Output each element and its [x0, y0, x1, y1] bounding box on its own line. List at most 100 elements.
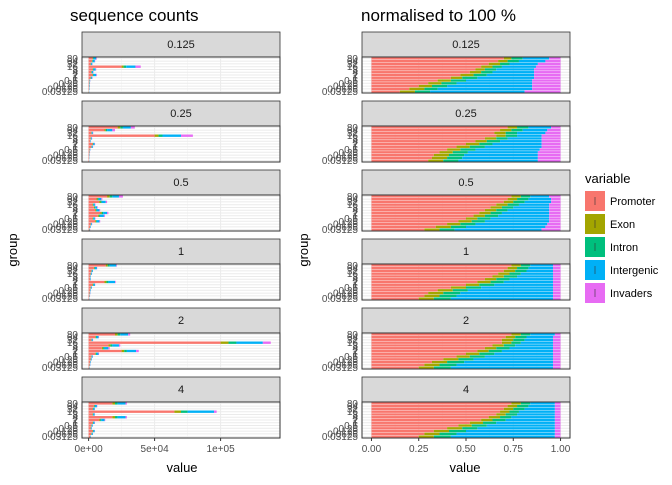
right-bar-1-0-2 [517, 126, 528, 128]
left-bar-1-4-0 [89, 137, 91, 139]
right-bar-0-1-4 [545, 60, 560, 62]
right-bar-2-1-2 [517, 198, 528, 200]
left-bar-5-6-2 [100, 419, 101, 421]
right-y-tick-label: 0.03125 [322, 432, 359, 443]
left-bar-0-3-4 [135, 66, 140, 68]
right-bar-3-0-4 [553, 264, 561, 266]
right-bar-1-3-2 [506, 135, 517, 137]
right-bar-4-4-1 [492, 344, 503, 346]
right-bar-4-9-4 [553, 358, 561, 360]
right-bar-3-0-0 [371, 264, 511, 266]
right-bar-3-4-3 [517, 275, 553, 277]
right-bar-0-4-2 [485, 68, 496, 70]
right-bar-2-6-0 [371, 212, 479, 214]
left-y-tick-label: 0.03125 [42, 156, 79, 167]
right-bar-5-7-4 [555, 422, 561, 424]
left-bar-0-0-0 [89, 57, 93, 59]
left-bar-2-0-2 [110, 195, 113, 197]
right-bar-2-0-4 [549, 195, 560, 197]
right-bar-5-12-1 [419, 435, 434, 437]
left-bar-3-1-2 [94, 267, 95, 269]
left-bar-0-2-0 [89, 63, 91, 65]
right-bar-4-0-1 [511, 333, 520, 335]
left-bar-0-1-3 [93, 60, 95, 62]
left-bar-4-0-1 [115, 333, 118, 335]
right-bar-4-4-4 [553, 344, 561, 346]
right-bar-2-1-4 [551, 198, 560, 200]
right-bar-0-9-2 [441, 82, 456, 84]
left-bar-2-10-3 [91, 223, 92, 225]
right-bar-1-12-0 [371, 159, 428, 161]
left-bar-1-8-0 [89, 148, 90, 150]
right-bar-3-5-1 [485, 278, 496, 280]
left-bar-1-6-3 [93, 143, 94, 145]
left-bar-2-6-0 [89, 212, 101, 214]
left-bar-4-5-2 [103, 347, 104, 349]
right-bar-1-3-1 [496, 135, 505, 137]
right-bar-5-12-3 [451, 435, 555, 437]
left-bar-5-7-0 [89, 422, 93, 424]
right-bar-2-3-1 [496, 204, 507, 206]
right-bar-4-2-2 [513, 339, 524, 341]
left-bar-5-0-2 [115, 402, 118, 404]
left-bar-3-7-0 [89, 284, 93, 286]
left-bar-5-0-3 [118, 402, 126, 404]
right-bar-1-3-3 [517, 135, 542, 137]
right-bar-0-10-0 [371, 85, 418, 87]
right-bar-1-12-2 [443, 159, 458, 161]
left-bar-3-0-0 [89, 264, 106, 266]
right-bar-3-11-1 [424, 295, 439, 297]
left-bar-4-8-0 [89, 355, 92, 357]
left-bar-2-4-1 [94, 206, 95, 208]
left-bar-4-7-1 [95, 353, 96, 355]
right-bar-1-8-3 [475, 148, 539, 150]
right-bar-4-2-3 [525, 339, 553, 341]
right-bar-1-6-0 [371, 143, 466, 145]
right-bar-3-0-1 [511, 264, 520, 266]
right-bar-4-7-2 [479, 353, 494, 355]
left-strip-label-4: 2 [178, 315, 184, 327]
right-bar-0-1-1 [498, 60, 507, 62]
right-bar-5-3-3 [519, 411, 555, 413]
left-plot-title: sequence counts [70, 6, 199, 25]
right-bar-4-9-0 [371, 358, 443, 360]
left-bar-2-0-3 [112, 195, 119, 197]
right-bar-5-4-1 [496, 413, 505, 415]
right-bar-0-5-3 [492, 71, 534, 73]
left-bar-3-6-3 [108, 281, 115, 283]
right-bar-5-0-4 [555, 402, 561, 404]
left-bar-2-4-0 [89, 206, 94, 208]
right-bar-3-5-3 [509, 278, 552, 280]
right-bar-3-5-2 [496, 278, 509, 280]
left-bar-5-11-0 [89, 433, 92, 435]
right-y-tick-label: 0.03125 [322, 156, 359, 167]
right-bar-1-2-2 [506, 132, 517, 134]
left-bar-1-2-3 [92, 132, 93, 134]
right-bar-2-11-3 [466, 226, 545, 228]
right-bar-3-7-2 [479, 284, 494, 286]
right-bar-5-7-1 [470, 422, 483, 424]
left-bar-2-0-1 [107, 195, 110, 197]
right-bar-2-10-0 [371, 223, 447, 225]
left-bar-4-10-0 [89, 361, 90, 363]
left-bar-1-3-2 [159, 135, 163, 137]
right-bar-2-5-1 [485, 209, 496, 211]
left-bar-1-0-3 [123, 126, 131, 128]
left-bar-2-7-3 [100, 215, 104, 217]
left-bar-4-6-0 [89, 350, 122, 352]
right-bar-4-3-0 [371, 342, 501, 344]
left-bar-3-8-0 [89, 286, 91, 288]
right-bar-4-11-4 [553, 364, 561, 366]
right-bar-2-9-4 [549, 220, 560, 222]
left-bar-2-8-0 [89, 217, 93, 219]
right-bar-1-5-0 [371, 140, 475, 142]
right-bar-3-12-0 [371, 297, 418, 299]
right-bar-1-11-0 [371, 157, 432, 159]
right-bar-2-9-3 [485, 220, 549, 222]
right-bar-4-2-4 [553, 339, 561, 341]
right-bar-5-12-0 [371, 435, 418, 437]
right-bar-4-6-3 [502, 350, 553, 352]
right-bar-3-5-4 [553, 278, 561, 280]
right-bar-3-9-1 [438, 289, 453, 291]
